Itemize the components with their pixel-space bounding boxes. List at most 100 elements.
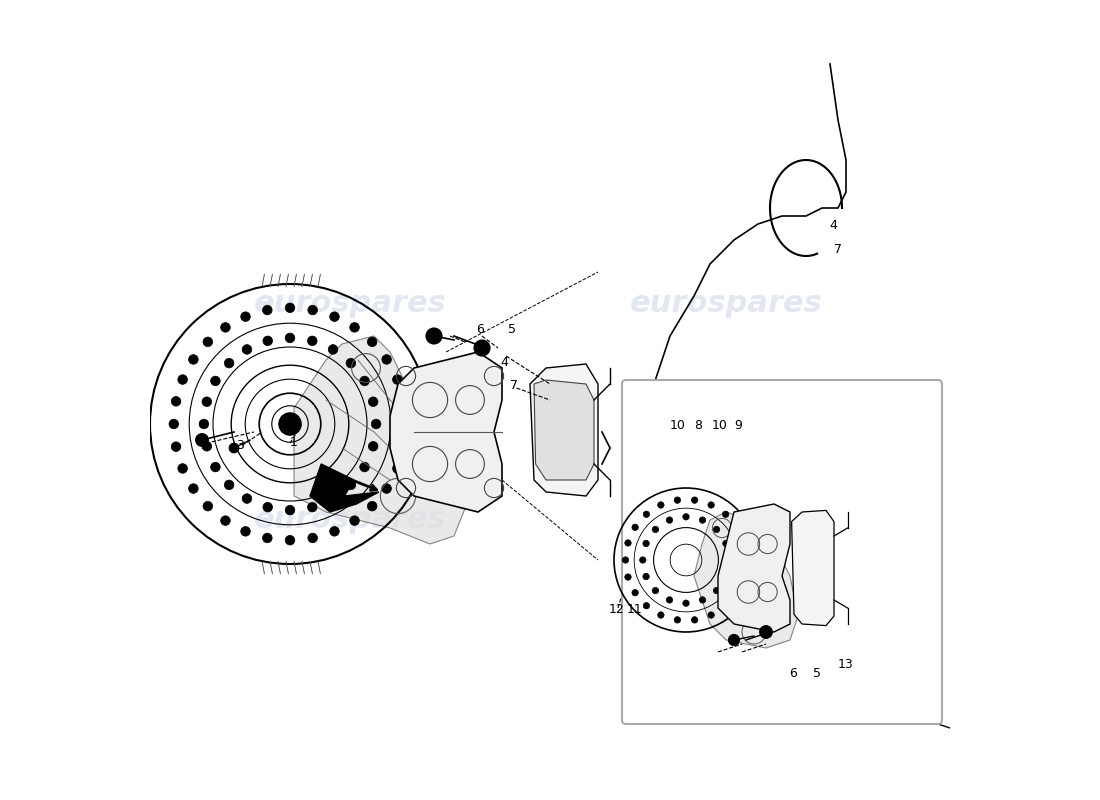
Circle shape	[393, 464, 403, 474]
Circle shape	[674, 617, 681, 623]
Circle shape	[210, 462, 220, 472]
Polygon shape	[310, 464, 378, 512]
Circle shape	[658, 502, 664, 508]
Circle shape	[242, 345, 252, 354]
Circle shape	[308, 306, 318, 315]
Circle shape	[723, 602, 729, 609]
Text: 5: 5	[813, 667, 822, 680]
Polygon shape	[718, 504, 790, 632]
Text: eurospares: eurospares	[254, 506, 447, 534]
Text: 6: 6	[790, 667, 798, 680]
Circle shape	[667, 597, 673, 603]
Circle shape	[723, 574, 729, 580]
Circle shape	[368, 397, 378, 406]
Circle shape	[393, 374, 403, 384]
Text: 1: 1	[289, 436, 297, 449]
Text: 4: 4	[829, 219, 837, 232]
Circle shape	[700, 597, 706, 603]
Polygon shape	[390, 352, 502, 512]
Circle shape	[330, 526, 339, 536]
Circle shape	[172, 442, 180, 451]
Text: 2: 2	[200, 439, 208, 452]
Circle shape	[221, 322, 230, 332]
Circle shape	[644, 602, 650, 609]
Circle shape	[330, 312, 339, 322]
Circle shape	[639, 557, 646, 563]
Circle shape	[221, 516, 230, 526]
Circle shape	[308, 502, 317, 512]
Circle shape	[708, 612, 714, 618]
Text: 7: 7	[834, 243, 842, 256]
Text: 10: 10	[670, 419, 686, 432]
Text: 4: 4	[500, 356, 508, 369]
Text: 6: 6	[476, 323, 484, 336]
Circle shape	[204, 337, 212, 346]
Text: 10: 10	[712, 419, 727, 432]
Circle shape	[241, 526, 251, 536]
Circle shape	[713, 526, 719, 533]
Circle shape	[224, 480, 234, 490]
Circle shape	[360, 376, 370, 386]
Circle shape	[644, 511, 650, 518]
Circle shape	[360, 462, 370, 472]
Text: 13: 13	[837, 658, 854, 670]
Text: 11: 11	[627, 603, 642, 616]
Circle shape	[399, 397, 409, 406]
Circle shape	[382, 354, 392, 364]
Circle shape	[474, 340, 490, 356]
Polygon shape	[694, 512, 798, 648]
Circle shape	[196, 434, 208, 446]
Circle shape	[178, 464, 187, 474]
Polygon shape	[534, 380, 594, 480]
Circle shape	[723, 540, 729, 546]
Circle shape	[229, 443, 239, 453]
Circle shape	[642, 574, 649, 580]
Circle shape	[700, 517, 706, 523]
Circle shape	[652, 587, 659, 594]
Circle shape	[652, 526, 659, 533]
Circle shape	[708, 502, 714, 508]
Circle shape	[734, 524, 740, 530]
Polygon shape	[294, 336, 470, 544]
Circle shape	[285, 506, 295, 515]
Circle shape	[263, 502, 273, 512]
Circle shape	[328, 345, 338, 354]
Circle shape	[367, 502, 377, 511]
Circle shape	[372, 419, 381, 429]
Circle shape	[683, 514, 690, 520]
Circle shape	[658, 612, 664, 618]
Circle shape	[625, 574, 631, 580]
Circle shape	[202, 442, 211, 451]
Circle shape	[188, 484, 198, 494]
Circle shape	[346, 358, 355, 368]
Text: eurospares: eurospares	[629, 290, 823, 318]
Circle shape	[368, 442, 378, 451]
Circle shape	[350, 516, 360, 526]
Circle shape	[740, 574, 747, 580]
Circle shape	[210, 376, 220, 386]
FancyBboxPatch shape	[621, 380, 942, 724]
Circle shape	[674, 497, 681, 503]
Text: 5: 5	[508, 323, 516, 336]
Circle shape	[278, 413, 301, 435]
Text: eurospares: eurospares	[254, 290, 447, 318]
Text: 3: 3	[236, 439, 244, 452]
Circle shape	[683, 600, 690, 606]
Circle shape	[642, 540, 649, 546]
Circle shape	[734, 590, 740, 596]
Circle shape	[367, 337, 377, 346]
Circle shape	[285, 535, 295, 545]
Text: eurospares: eurospares	[629, 506, 823, 534]
Circle shape	[382, 484, 392, 494]
Circle shape	[726, 557, 733, 563]
Circle shape	[178, 374, 187, 384]
Circle shape	[740, 540, 747, 546]
Text: 8: 8	[694, 419, 702, 432]
Circle shape	[623, 557, 629, 563]
Text: 7: 7	[510, 379, 518, 392]
Circle shape	[169, 419, 178, 429]
Circle shape	[308, 533, 318, 542]
Circle shape	[667, 517, 673, 523]
Circle shape	[631, 590, 638, 596]
Circle shape	[723, 511, 729, 518]
